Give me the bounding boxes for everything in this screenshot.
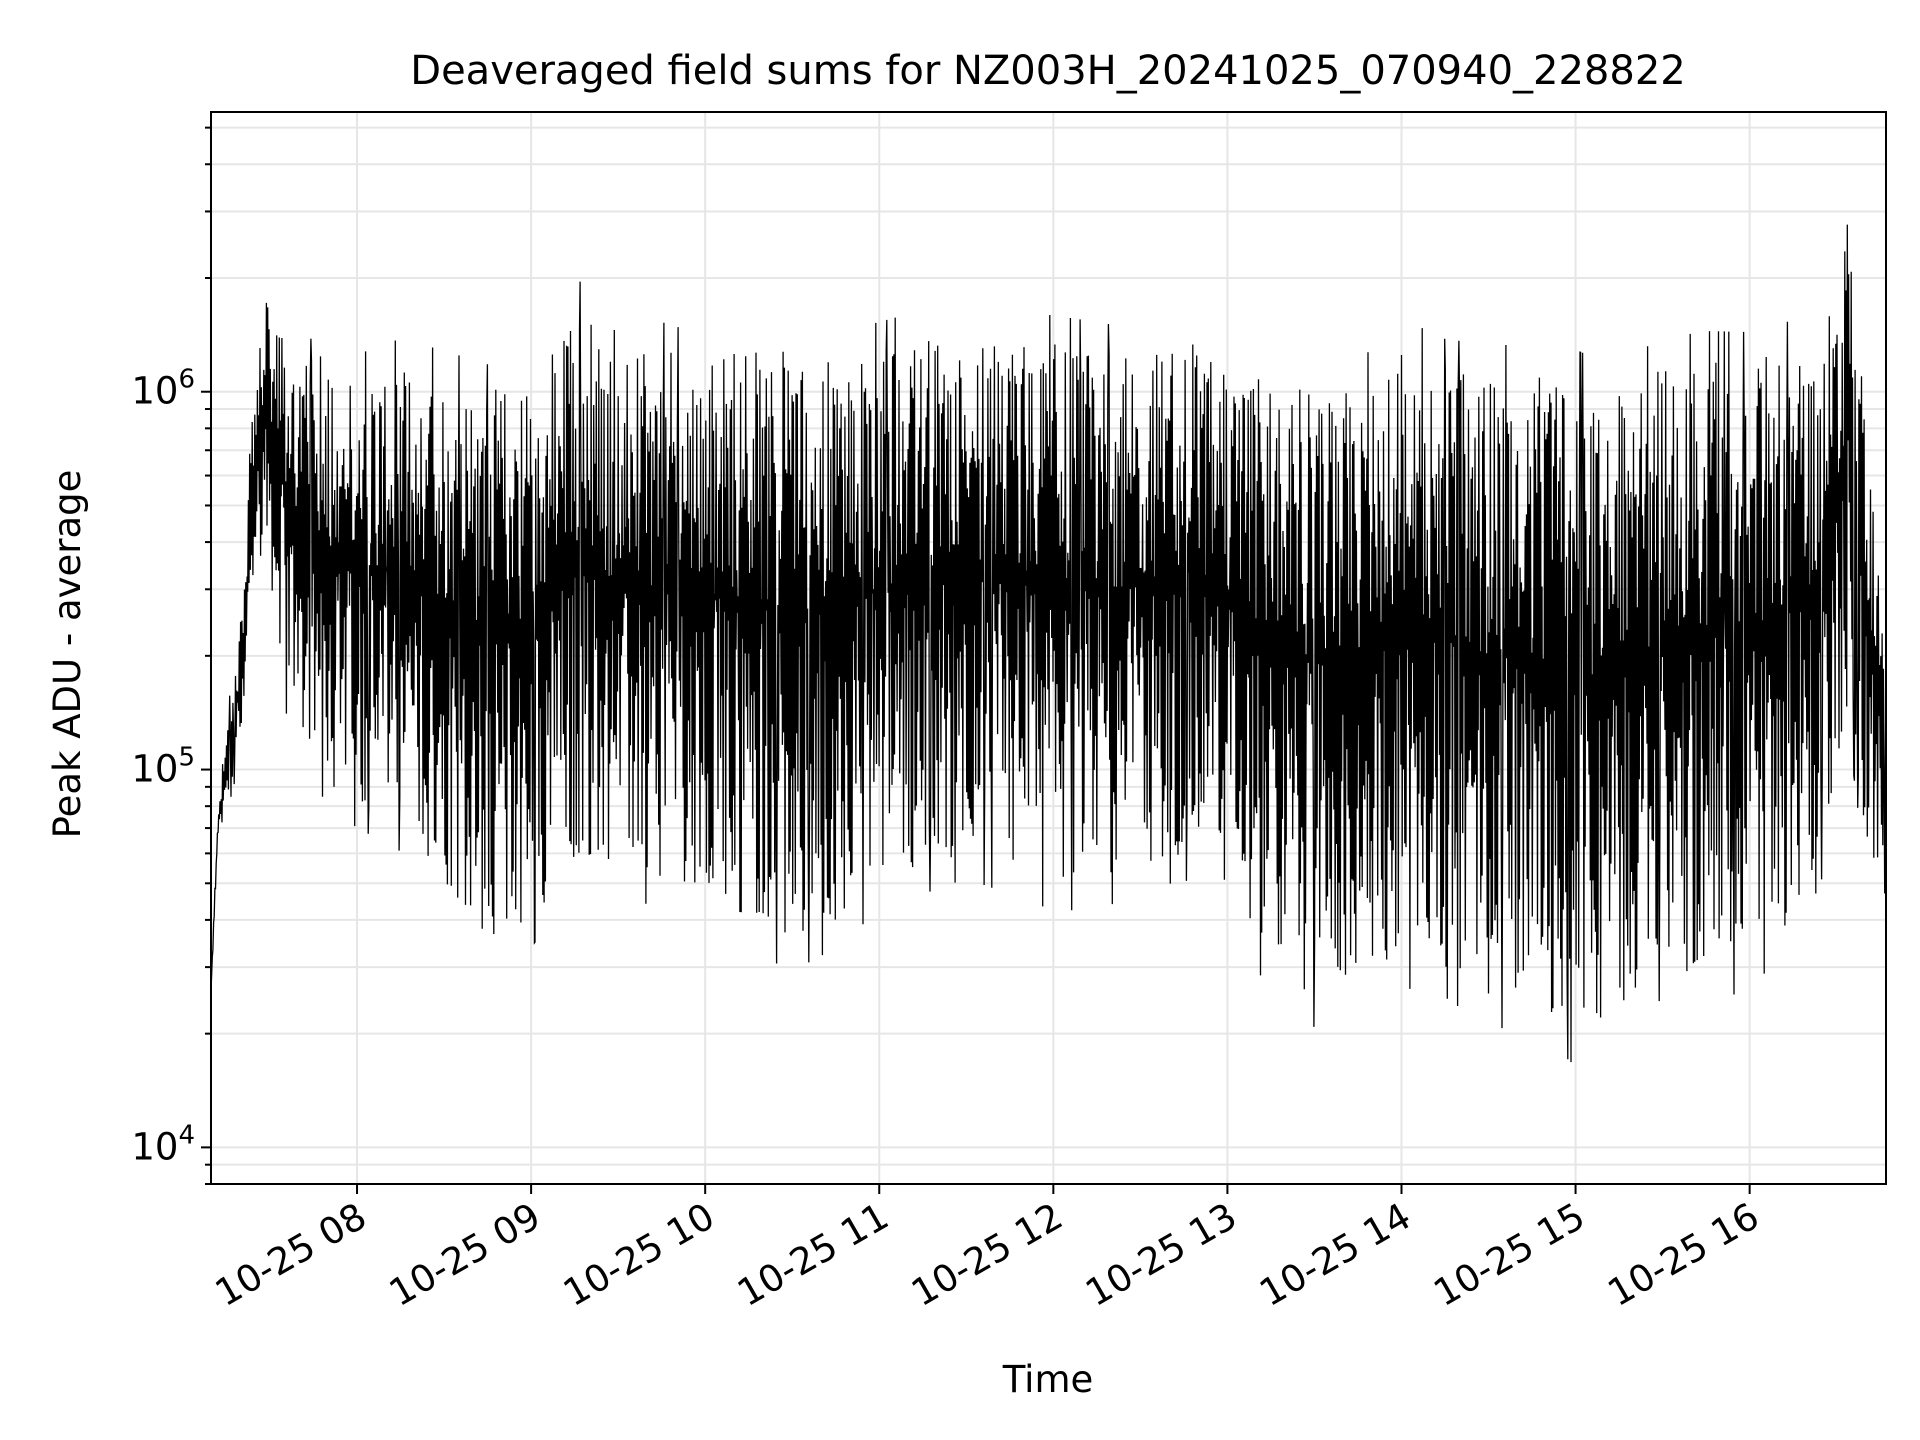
series-line [210,224,1887,1063]
plot-frame [210,111,1887,1185]
x-axis-ticks: 10-25 08 10-25 09 10-25 10 10-25 11 10-25 12… [208,1184,1766,1315]
x-tick-label: 10-25 08 [208,1195,374,1315]
x-tick-label: 10-25 11 [730,1195,896,1315]
x-tick-label: 10-25 15 [1426,1195,1592,1315]
y-axis-ticks: 104 105 106 [131,126,211,1185]
x-axis-label: Time [1002,1358,1094,1401]
y-axis-label: Peak ADU - average [46,470,89,839]
y-tick-label: 104 [131,1120,195,1168]
series-path [210,224,1887,1063]
x-tick-label: 10-25 16 [1601,1195,1767,1315]
x-tick-label: 10-25 09 [382,1195,548,1315]
y-tick-label: 105 [131,743,195,791]
x-tick-label: 10-25 13 [1078,1195,1244,1315]
y-tick-label: 106 [131,365,195,413]
x-tick-label: 10-25 14 [1252,1195,1418,1315]
x-tick-label: 10-25 12 [904,1195,1070,1315]
chart-title: Deaveraged field sums for NZ003H_2024102… [410,48,1685,94]
x-tick-label: 10-25 10 [556,1195,722,1315]
